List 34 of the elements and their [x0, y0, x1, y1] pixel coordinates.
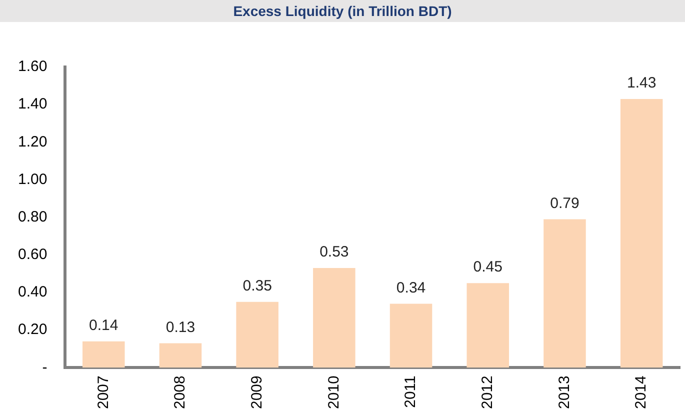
x-tick-label: 2009 — [248, 376, 266, 410]
bar — [390, 304, 432, 368]
data-label: 0.53 — [320, 244, 349, 261]
data-label: 0.34 — [396, 279, 426, 296]
y-tick-label: 0.80 — [18, 208, 48, 226]
x-tick-label: 2012 — [479, 376, 496, 410]
y-tick-label: 0.40 — [18, 284, 48, 301]
data-label: 0.14 — [89, 316, 118, 334]
x-tick-label: 2011 — [402, 376, 420, 408]
y-tick-label: 1.40 — [18, 96, 48, 113]
y-tick-label: 1.20 — [18, 133, 48, 150]
chart-title: Excess Liquidity (in Trillion BDT) — [0, 0, 685, 22]
data-label: 0.35 — [242, 278, 272, 295]
data-label: 1.43 — [626, 74, 656, 92]
x-tick-label: 2008 — [172, 376, 189, 410]
y-tick-label: 0.20 — [18, 321, 48, 338]
y-tick-label: - — [42, 358, 48, 376]
data-label: 0.13 — [166, 318, 196, 336]
bar — [82, 341, 125, 368]
y-tick-label: 1.60 — [18, 58, 48, 76]
bar — [313, 268, 356, 368]
y-tick-label: 1.00 — [18, 170, 48, 188]
y-tick-label: 0.60 — [18, 246, 48, 264]
bar — [236, 302, 278, 368]
x-tick-label: 2010 — [325, 376, 342, 410]
data-label: 0.79 — [550, 194, 580, 212]
bar — [620, 98, 663, 368]
bar — [544, 219, 586, 368]
bar — [466, 283, 510, 368]
bar — [159, 343, 202, 368]
data-label: 0.45 — [473, 258, 502, 276]
x-tick-label: 2007 — [94, 376, 112, 410]
x-tick-label: 2013 — [556, 376, 573, 410]
x-tick-label: 2014 — [632, 376, 650, 410]
